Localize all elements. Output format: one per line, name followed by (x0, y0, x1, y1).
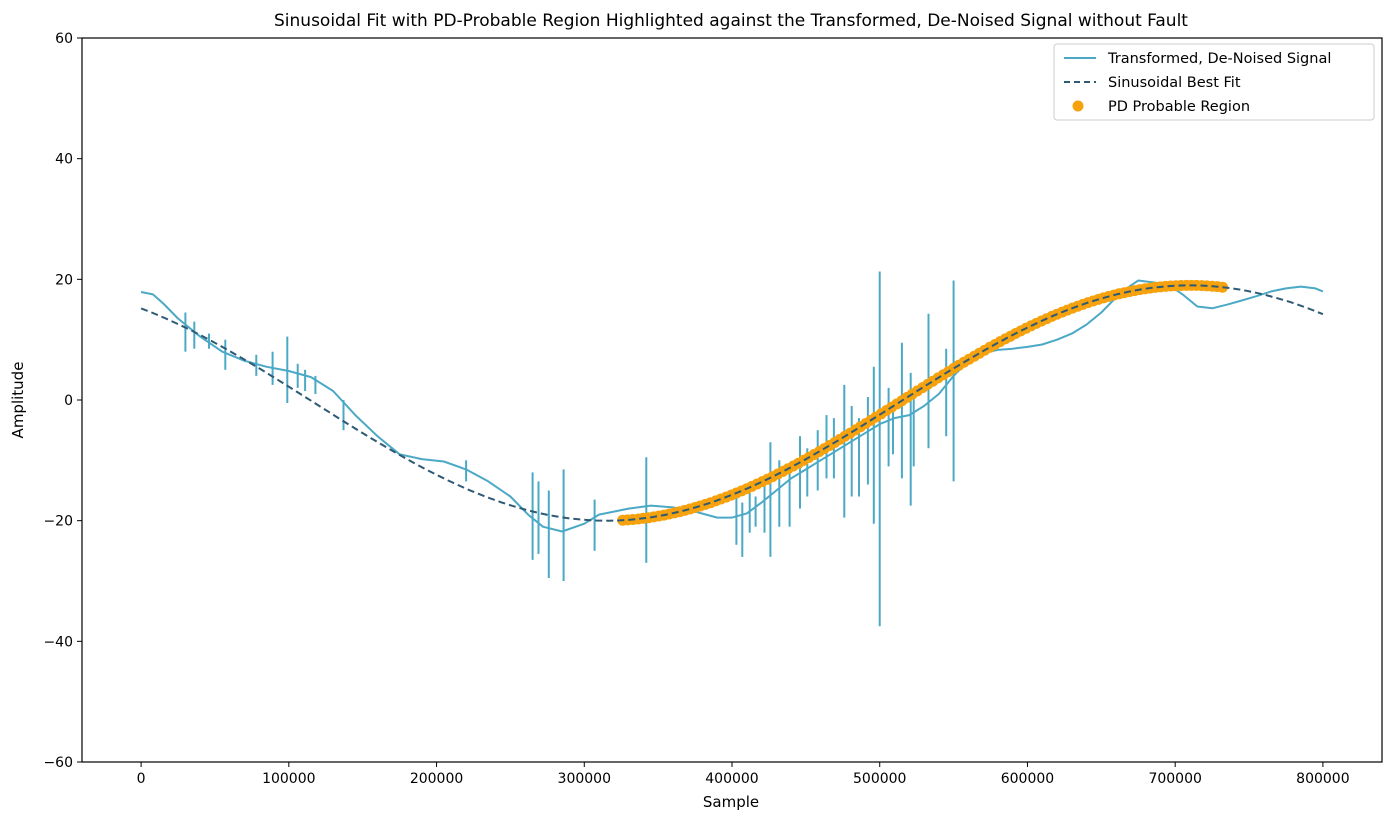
legend-fit-label: Sinusoidal Best Fit (1108, 75, 1241, 91)
x-tick-label: 800000 (1296, 771, 1349, 787)
x-axis-label: Sample (703, 793, 759, 811)
legend-pd-label: PD Probable Region (1108, 99, 1250, 115)
y-tick-label: −20 (43, 514, 73, 530)
plot-area (140, 271, 1324, 627)
y-axis-ticks: −60 −40 −20 0 20 40 60 (43, 31, 82, 771)
y-tick-label: −40 (43, 634, 73, 650)
y-tick-label: 40 (55, 152, 73, 168)
legend-pd-swatch (1072, 100, 1084, 112)
x-axis-ticks: 0 100000 200000 300000 400000 500000 600000 700… (137, 762, 1350, 787)
y-tick-label: 0 (64, 393, 73, 409)
x-tick-label: 500000 (853, 771, 906, 787)
legend-signal-label: Transformed, De-Noised Signal (1107, 51, 1331, 67)
y-axis-label: Amplitude (9, 362, 27, 439)
legend-box (1053, 43, 1375, 121)
y-tick-label: −60 (43, 755, 73, 771)
x-tick-label: 600000 (1001, 771, 1054, 787)
y-tick-label: 60 (55, 31, 73, 47)
x-tick-label: 100000 (262, 771, 315, 787)
x-tick-label: 200000 (410, 771, 463, 787)
y-tick-label: 20 (55, 272, 73, 288)
chart-title: Sinusoidal Fit with PD-Probable Region H… (274, 11, 1188, 31)
x-tick-label: 300000 (558, 771, 611, 787)
x-tick-label: 0 (137, 771, 146, 787)
x-tick-label: 400000 (705, 771, 758, 787)
x-tick-label: 700000 (1148, 771, 1201, 787)
sinusoidal-fit-line (140, 284, 1324, 522)
legend: Transformed, De-Noised Signal Sinusoidal… (1053, 43, 1375, 121)
